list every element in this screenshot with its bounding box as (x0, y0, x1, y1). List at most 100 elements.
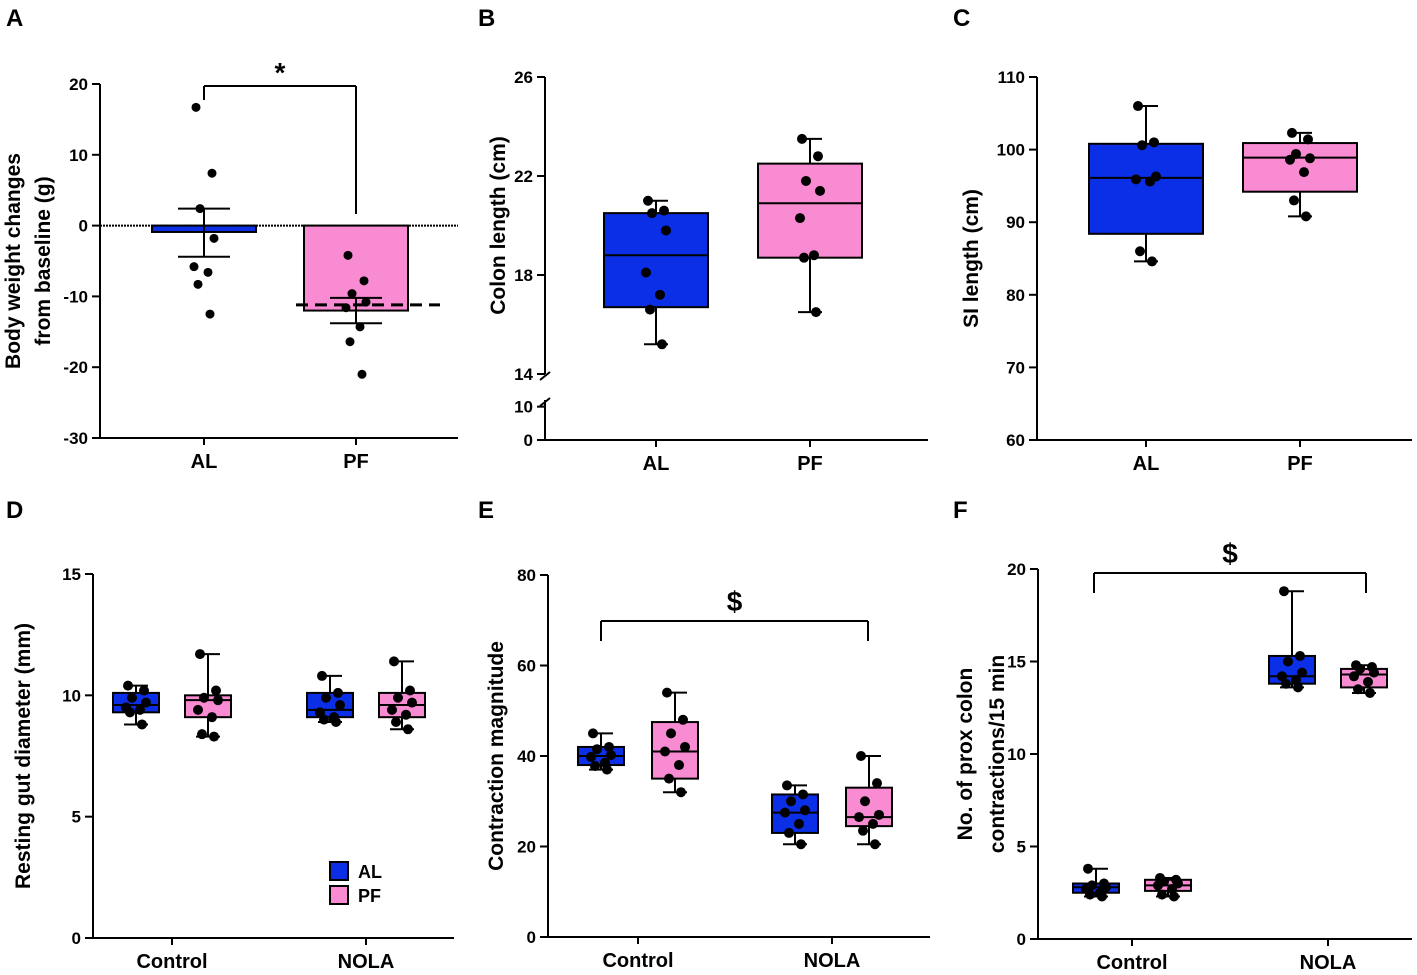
data-point (345, 337, 355, 347)
data-point (195, 204, 205, 214)
data-point (801, 175, 811, 186)
x-tick-label: AL (643, 453, 670, 475)
panel-a: A Body weight changes from baseline (g) 20 1… (2, 5, 458, 473)
data-point (604, 741, 614, 752)
data-point (662, 687, 672, 698)
y-tick-label: 15 (62, 565, 81, 584)
data-point (1369, 667, 1379, 678)
data-point (870, 839, 880, 850)
legend-swatch-AL (329, 861, 349, 881)
data-point (1135, 246, 1145, 257)
box-PF (1242, 142, 1358, 193)
x-tick-label: AL (191, 451, 218, 473)
y-tick-label: 110 (998, 68, 1025, 87)
x-tick-label: NOLA (804, 950, 861, 972)
data-point (207, 712, 217, 723)
data-point (347, 289, 357, 299)
data-point (854, 812, 864, 823)
y-tick-label: 5 (1017, 838, 1026, 857)
data-point (197, 729, 207, 740)
data-point (794, 818, 804, 829)
y-axis-label: Colon length (cm) (487, 136, 510, 314)
y-tick-label: 60 (517, 657, 536, 676)
box-PF (845, 786, 893, 828)
y-axis-label: from baseline (g) (32, 176, 55, 345)
y-tick-label: 20 (517, 838, 536, 857)
data-point (1305, 153, 1315, 164)
data-point (1157, 889, 1167, 900)
data-point (195, 649, 205, 660)
panel-d: D Resting gut diameter (mm) 0 5 10 15 Control N… (6, 497, 454, 973)
data-point (335, 700, 345, 711)
data-point (391, 717, 401, 728)
data-point (1147, 256, 1157, 267)
data-point (1149, 137, 1159, 148)
data-point (588, 728, 598, 739)
y-axis-label: contractions/15 min (986, 655, 1009, 853)
y-tick-label: 14 (514, 365, 533, 384)
data-point (856, 751, 866, 761)
data-point (1349, 671, 1359, 682)
data-point (660, 746, 670, 757)
axis-break (539, 371, 551, 381)
data-point (586, 751, 596, 762)
data-point (355, 322, 365, 332)
data-point (141, 697, 151, 708)
data-point (657, 339, 667, 350)
data-point (1301, 211, 1311, 222)
data-point (786, 796, 796, 807)
y-tick-label: 0 (72, 929, 81, 948)
panel-letter: F (953, 497, 968, 524)
y-tick-label: 22 (514, 167, 533, 186)
data-point (798, 789, 808, 800)
data-point (1153, 880, 1163, 891)
panel-letter: D (6, 497, 23, 524)
data-point (125, 707, 135, 718)
data-point (1281, 678, 1291, 689)
y-tick-label: 20 (1007, 560, 1026, 579)
data-point (1085, 889, 1095, 900)
data-point (1295, 650, 1305, 661)
data-point (602, 764, 612, 775)
data-point (645, 304, 655, 315)
x-tick-label: PF (343, 451, 369, 473)
significance-marker: $ (727, 586, 743, 617)
data-point (205, 309, 215, 319)
y-tick-label: 100 (997, 141, 1025, 160)
axis-break (539, 397, 551, 407)
data-point (858, 825, 868, 836)
legend-label: AL (358, 862, 382, 882)
y-tick-label: 10 (1007, 745, 1026, 764)
data-point (199, 692, 209, 703)
data-point (1131, 174, 1141, 185)
y-axis-label: SI length (cm) (960, 189, 983, 328)
panel-letter: B (478, 5, 495, 32)
data-point (674, 760, 684, 771)
box-PF (757, 162, 863, 259)
x-tick-label: Control (136, 951, 207, 973)
data-point (666, 728, 676, 739)
data-point (680, 741, 690, 752)
data-point (203, 267, 213, 277)
data-point (661, 225, 671, 236)
data-point (405, 685, 415, 696)
panel-letter: E (478, 497, 494, 524)
y-tick-label: 18 (514, 266, 533, 285)
data-point (797, 133, 807, 144)
data-point (209, 731, 219, 742)
significance-marker: $ (1222, 538, 1238, 569)
data-point (800, 805, 810, 816)
data-point (590, 760, 600, 771)
panel-letter: A (6, 5, 23, 32)
data-point (1303, 134, 1313, 145)
y-tick-label: 5 (72, 808, 81, 827)
data-point (315, 707, 325, 718)
y-tick-label: 10 (514, 398, 533, 417)
y-tick-label: 90 (1006, 213, 1025, 232)
data-point (317, 670, 327, 681)
y-tick-label: 40 (517, 747, 536, 766)
y-axis-label: Body weight changes (2, 153, 25, 369)
data-point (1133, 101, 1143, 112)
data-point (780, 807, 790, 818)
significance-marker: * (275, 57, 286, 88)
